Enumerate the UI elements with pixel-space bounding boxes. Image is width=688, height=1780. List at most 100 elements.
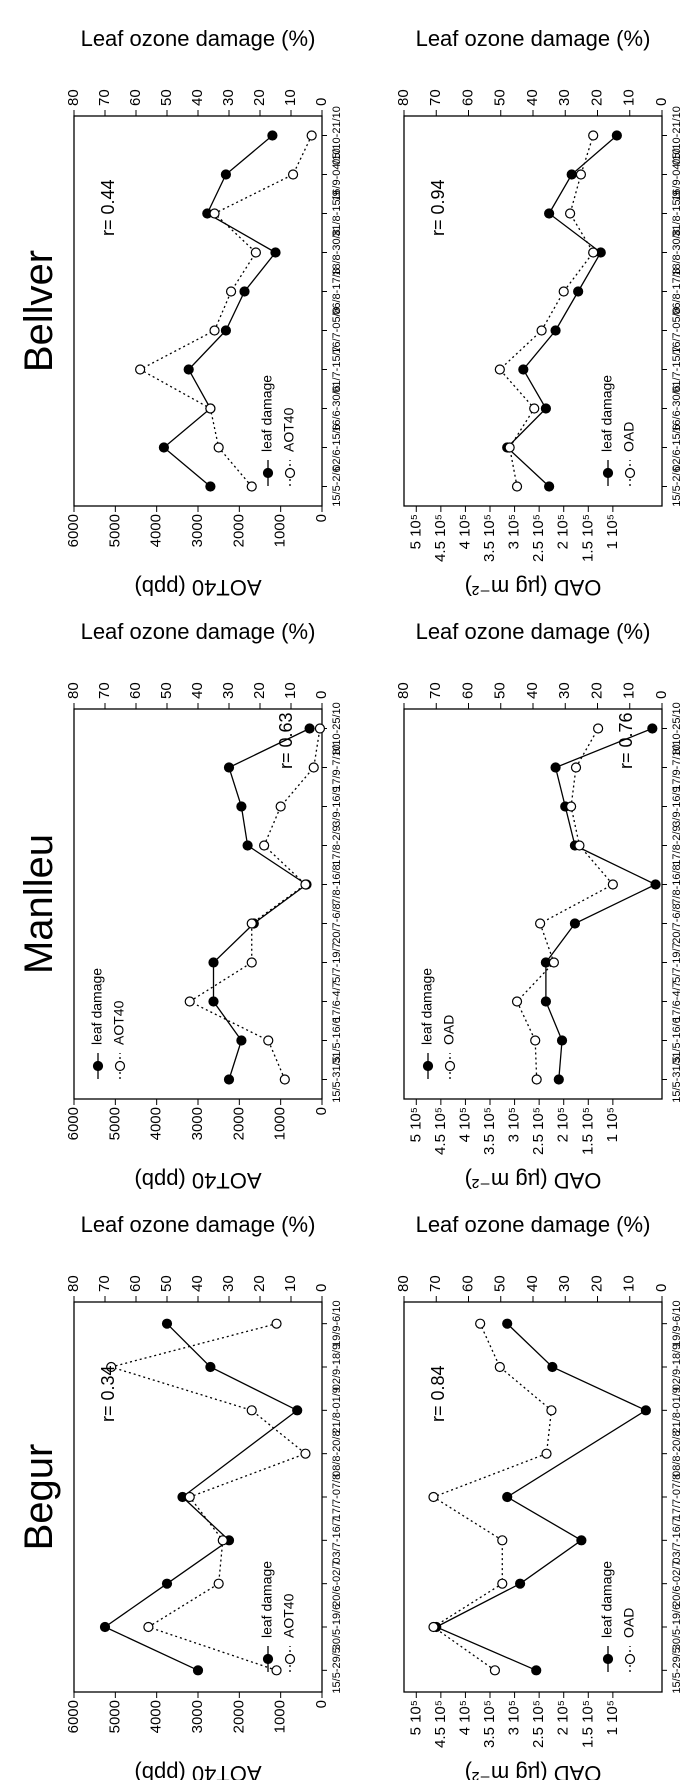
y-tick-label: 3000 — [189, 1700, 206, 1733]
legend-marker — [114, 1060, 126, 1072]
x-tick-label: 03/7-16/7 — [671, 1517, 683, 1563]
x-tick-label: 3/9-16/9 — [671, 786, 683, 826]
legend-label: leaf damage — [599, 1561, 615, 1638]
y-tick-label: 6000 — [65, 1700, 82, 1733]
data-point-filled — [502, 1491, 513, 1503]
y-tick-label: 2000 — [230, 1700, 247, 1733]
y-tick-label: 2.5 10⁵ — [530, 514, 547, 562]
x-tick-label: 02/9-18/9 — [671, 1344, 683, 1390]
data-point-open — [504, 442, 515, 453]
y2-tick-label: 30 — [556, 89, 573, 106]
data-point-filled — [640, 1405, 651, 1416]
data-point-open — [511, 481, 523, 492]
x-tick-label: 01/7-15/7 — [331, 346, 343, 392]
x-tick-label: 31/5-16/6 — [671, 1017, 683, 1063]
data-point-filled — [267, 130, 278, 141]
y-tick-label: 0 — [313, 514, 330, 522]
data-point-open — [529, 403, 540, 414]
data-point-filled — [650, 879, 661, 890]
data-point-open — [494, 364, 505, 375]
x-tick-label: 8/10-25/10 — [331, 702, 343, 755]
y-tick-label: 5000 — [106, 514, 123, 547]
y-tick-label: 3.5 10⁵ — [481, 514, 498, 562]
y2-tick-label: 20 — [588, 1275, 605, 1292]
data-point-filled — [573, 286, 584, 297]
data-point-open — [300, 879, 311, 890]
data-point-filled — [566, 169, 577, 180]
y-tick-label: 6000 — [65, 1107, 82, 1140]
y-tick-label: 4 10⁵ — [456, 1700, 473, 1735]
legend-marker — [422, 1060, 434, 1072]
y-axis-label: OAD (µg m⁻²) — [465, 575, 602, 600]
y2-tick-label: 40 — [189, 1275, 206, 1292]
x-tick-label: 16/9-04/10 — [331, 148, 343, 201]
data-point-open — [263, 1035, 274, 1046]
y2-axis-label: Leaf ozone damage (%) — [81, 1212, 316, 1237]
data-point-filled — [270, 247, 281, 258]
data-point-filled — [611, 130, 622, 141]
data-point-open — [546, 1405, 557, 1416]
y-tick-label: 4.5 10⁵ — [432, 514, 449, 562]
y2-tick-label: 50 — [158, 682, 175, 699]
y2-tick-label: 10 — [621, 1275, 638, 1292]
y2-tick-label: 0 — [313, 1284, 330, 1292]
data-point-open — [548, 957, 559, 968]
correlation-label: r= 0.94 — [428, 179, 448, 236]
y2-tick-label: 50 — [492, 1275, 509, 1292]
x-tick-label: 02/6-15/6 — [331, 424, 343, 470]
x-tick-label: 17/9-7/10 — [671, 744, 683, 790]
x-tick-label: 17/8-2/9 — [671, 825, 683, 865]
series-line — [162, 135, 277, 487]
data-point-filled — [550, 325, 561, 336]
x-tick-label: 31/8-15/9 — [331, 190, 343, 236]
y2-tick-label: 70 — [427, 89, 444, 106]
data-point-filled — [292, 1405, 303, 1416]
data-point-open — [279, 1074, 290, 1085]
data-point-open — [489, 1665, 501, 1676]
data-point-filled — [540, 996, 551, 1007]
y2-tick-label: 60 — [459, 1275, 476, 1292]
y2-tick-label: 60 — [127, 1275, 144, 1292]
data-point-filled — [205, 1361, 216, 1373]
correlation-label: r= 0.34 — [98, 1365, 118, 1422]
chart-panel: AOT40 (ppb) 0 1000 2000 3000 4000 5000 6000 0 10 2… — [65, 1212, 343, 1780]
legend-marker — [624, 1653, 636, 1665]
y-tick-label: 1.5 10⁵ — [579, 1107, 596, 1155]
y-tick-label: 4 10⁵ — [456, 1107, 473, 1142]
data-point-filled — [220, 325, 231, 336]
y-tick-label: 2000 — [230, 1107, 247, 1140]
data-point-filled — [161, 1578, 173, 1589]
data-point-open — [275, 801, 286, 812]
correlation-label: r= 0.63 — [276, 712, 296, 769]
data-point-filled — [192, 1665, 204, 1676]
y-axis-label: AOT40 (ppb) — [134, 1761, 261, 1780]
data-point-filled — [236, 801, 247, 812]
legend-label: AOT40 — [281, 1593, 297, 1638]
y-tick-label: 2 10⁵ — [555, 514, 572, 549]
data-point-open — [300, 1448, 311, 1459]
y-tick-label: 4000 — [148, 514, 165, 547]
data-point-open — [213, 1578, 224, 1589]
y-tick-label: 1 10⁵ — [604, 1107, 621, 1142]
site-title: Begur — [17, 1444, 61, 1551]
data-point-open — [213, 442, 224, 453]
legend-marker — [444, 1060, 456, 1072]
data-point-filled — [544, 481, 555, 492]
x-tick-label: 01/7-15/7 — [671, 346, 683, 392]
y2-axis-label: Leaf ozone damage (%) — [416, 26, 651, 51]
data-point-open — [494, 1361, 505, 1373]
y2-tick-label: 60 — [127, 682, 144, 699]
y2-tick-label: 10 — [282, 1275, 299, 1292]
x-tick-label: 3/9-16/9 — [331, 786, 343, 826]
data-point-open — [184, 996, 195, 1007]
y2-axis-label: Leaf ozone damage (%) — [81, 619, 316, 644]
legend-label: leaf damage — [599, 375, 615, 452]
data-point-open — [271, 1318, 282, 1329]
data-point-filled — [205, 481, 216, 492]
x-tick-label: 17/9-7/10 — [331, 744, 343, 790]
x-tick-label: 16/6-30/6 — [671, 385, 683, 431]
y2-tick-label: 50 — [158, 89, 175, 106]
data-point-open — [184, 1491, 195, 1503]
data-point-open — [531, 1074, 542, 1085]
